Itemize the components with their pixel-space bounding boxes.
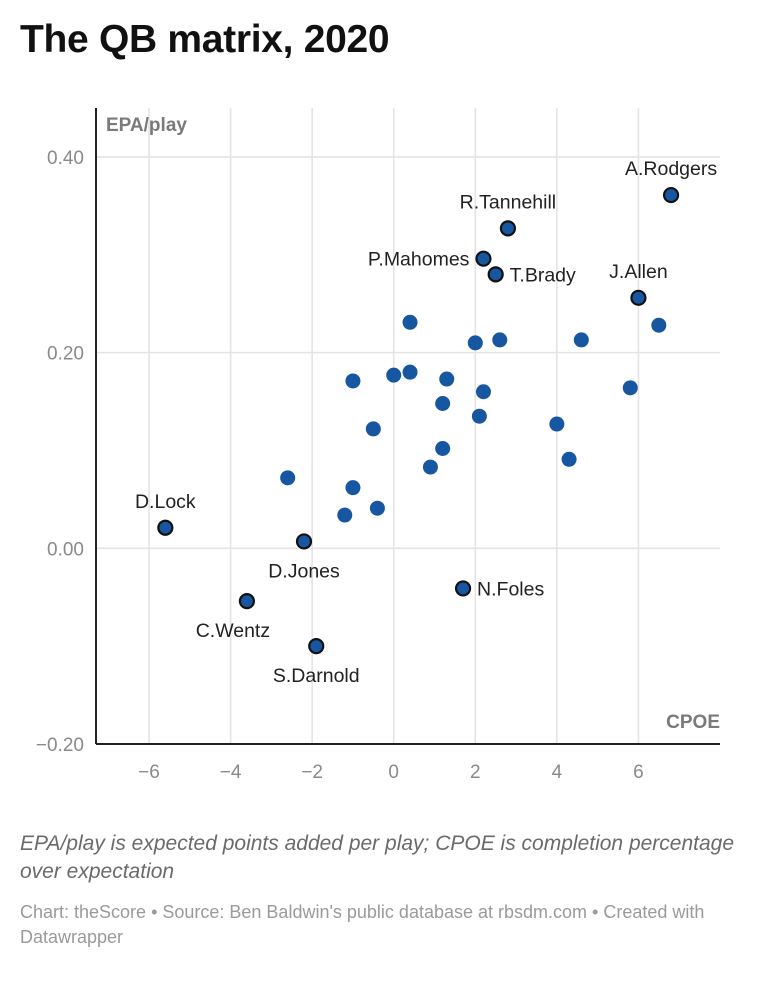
data-point-highlighted (662, 186, 680, 204)
y-tick-label: 0.40 (47, 148, 84, 169)
data-point (369, 500, 385, 516)
y-tick-label: 0.00 (47, 539, 84, 560)
data-point-highlighted (157, 519, 174, 536)
data-point (402, 314, 418, 330)
dot-layer (157, 186, 680, 655)
data-point (435, 395, 451, 411)
data-point (422, 459, 438, 475)
data-point-highlighted (295, 533, 313, 550)
data-point-label: P.Mahomes (368, 249, 470, 271)
chart-title: The QB matrix, 2020 (20, 18, 390, 61)
data-point (492, 332, 508, 348)
data-point (402, 364, 418, 380)
data-point-highlighted (499, 220, 517, 237)
axis-layer: −6 −4 −2 0 2 4 6 −0.20 0.00 0.20 0.40 EPA/play CPOE (36, 108, 720, 783)
data-point (345, 480, 361, 496)
x-tick-label: 6 (633, 762, 644, 783)
y-tick-label: 0.20 (47, 344, 84, 365)
data-point (439, 371, 455, 387)
data-point-highlighted (475, 250, 492, 267)
data-point (471, 408, 487, 424)
y-tick-label: −0.20 (36, 735, 84, 756)
data-point (345, 373, 361, 389)
data-point-label: T.Brady (510, 264, 576, 286)
data-point (651, 317, 667, 333)
data-point (467, 335, 483, 351)
x-tick-label: −4 (220, 762, 242, 783)
data-point-highlighted (487, 266, 504, 283)
chart-footer: Chart: theScore • Source: Ben Baldwin's … (20, 902, 705, 947)
x-tick-label: 4 (552, 762, 563, 783)
data-point (280, 470, 296, 486)
data-point-label: D.Lock (135, 491, 196, 513)
data-point-highlighted (308, 638, 325, 655)
data-point (561, 451, 577, 467)
data-point (622, 380, 638, 396)
data-point (337, 507, 353, 523)
data-point (386, 367, 402, 383)
data-point (573, 332, 589, 348)
data-point-label: A.Rodgers (625, 158, 717, 180)
x-tick-label: −6 (138, 762, 160, 783)
data-point-label: R.Tannehill (460, 191, 556, 213)
data-point (475, 384, 491, 400)
grid-layer (96, 108, 720, 744)
data-point (435, 441, 451, 457)
chart-notes: EPA/play is expected points added per pl… (20, 832, 735, 883)
data-point-label: D.Jones (268, 560, 340, 582)
data-point-label: S.Darnold (273, 665, 360, 687)
data-point-label: C.Wentz (196, 620, 270, 642)
label-layer: A.Rodgers R.Tannehill P.Mahomes T.Brady J.Al… (135, 158, 717, 687)
y-axis-title: EPA/play (106, 115, 187, 136)
scatter-chart: −6 −4 −2 0 2 4 6−0.200.000.200.40EPA/playCPOE … (36, 108, 720, 783)
data-point-label: J.Allen (609, 261, 668, 283)
x-tick-label: 0 (388, 762, 399, 783)
data-point-highlighted (630, 289, 647, 306)
data-point-label: N.Foles (477, 578, 544, 600)
x-tick-label: 2 (470, 762, 481, 783)
data-point (365, 421, 381, 437)
x-axis-title: CPOE (666, 712, 720, 733)
data-point-highlighted (238, 593, 256, 610)
x-tick-label: −2 (301, 762, 323, 783)
data-point (549, 416, 565, 432)
data-point-highlighted (454, 580, 472, 597)
